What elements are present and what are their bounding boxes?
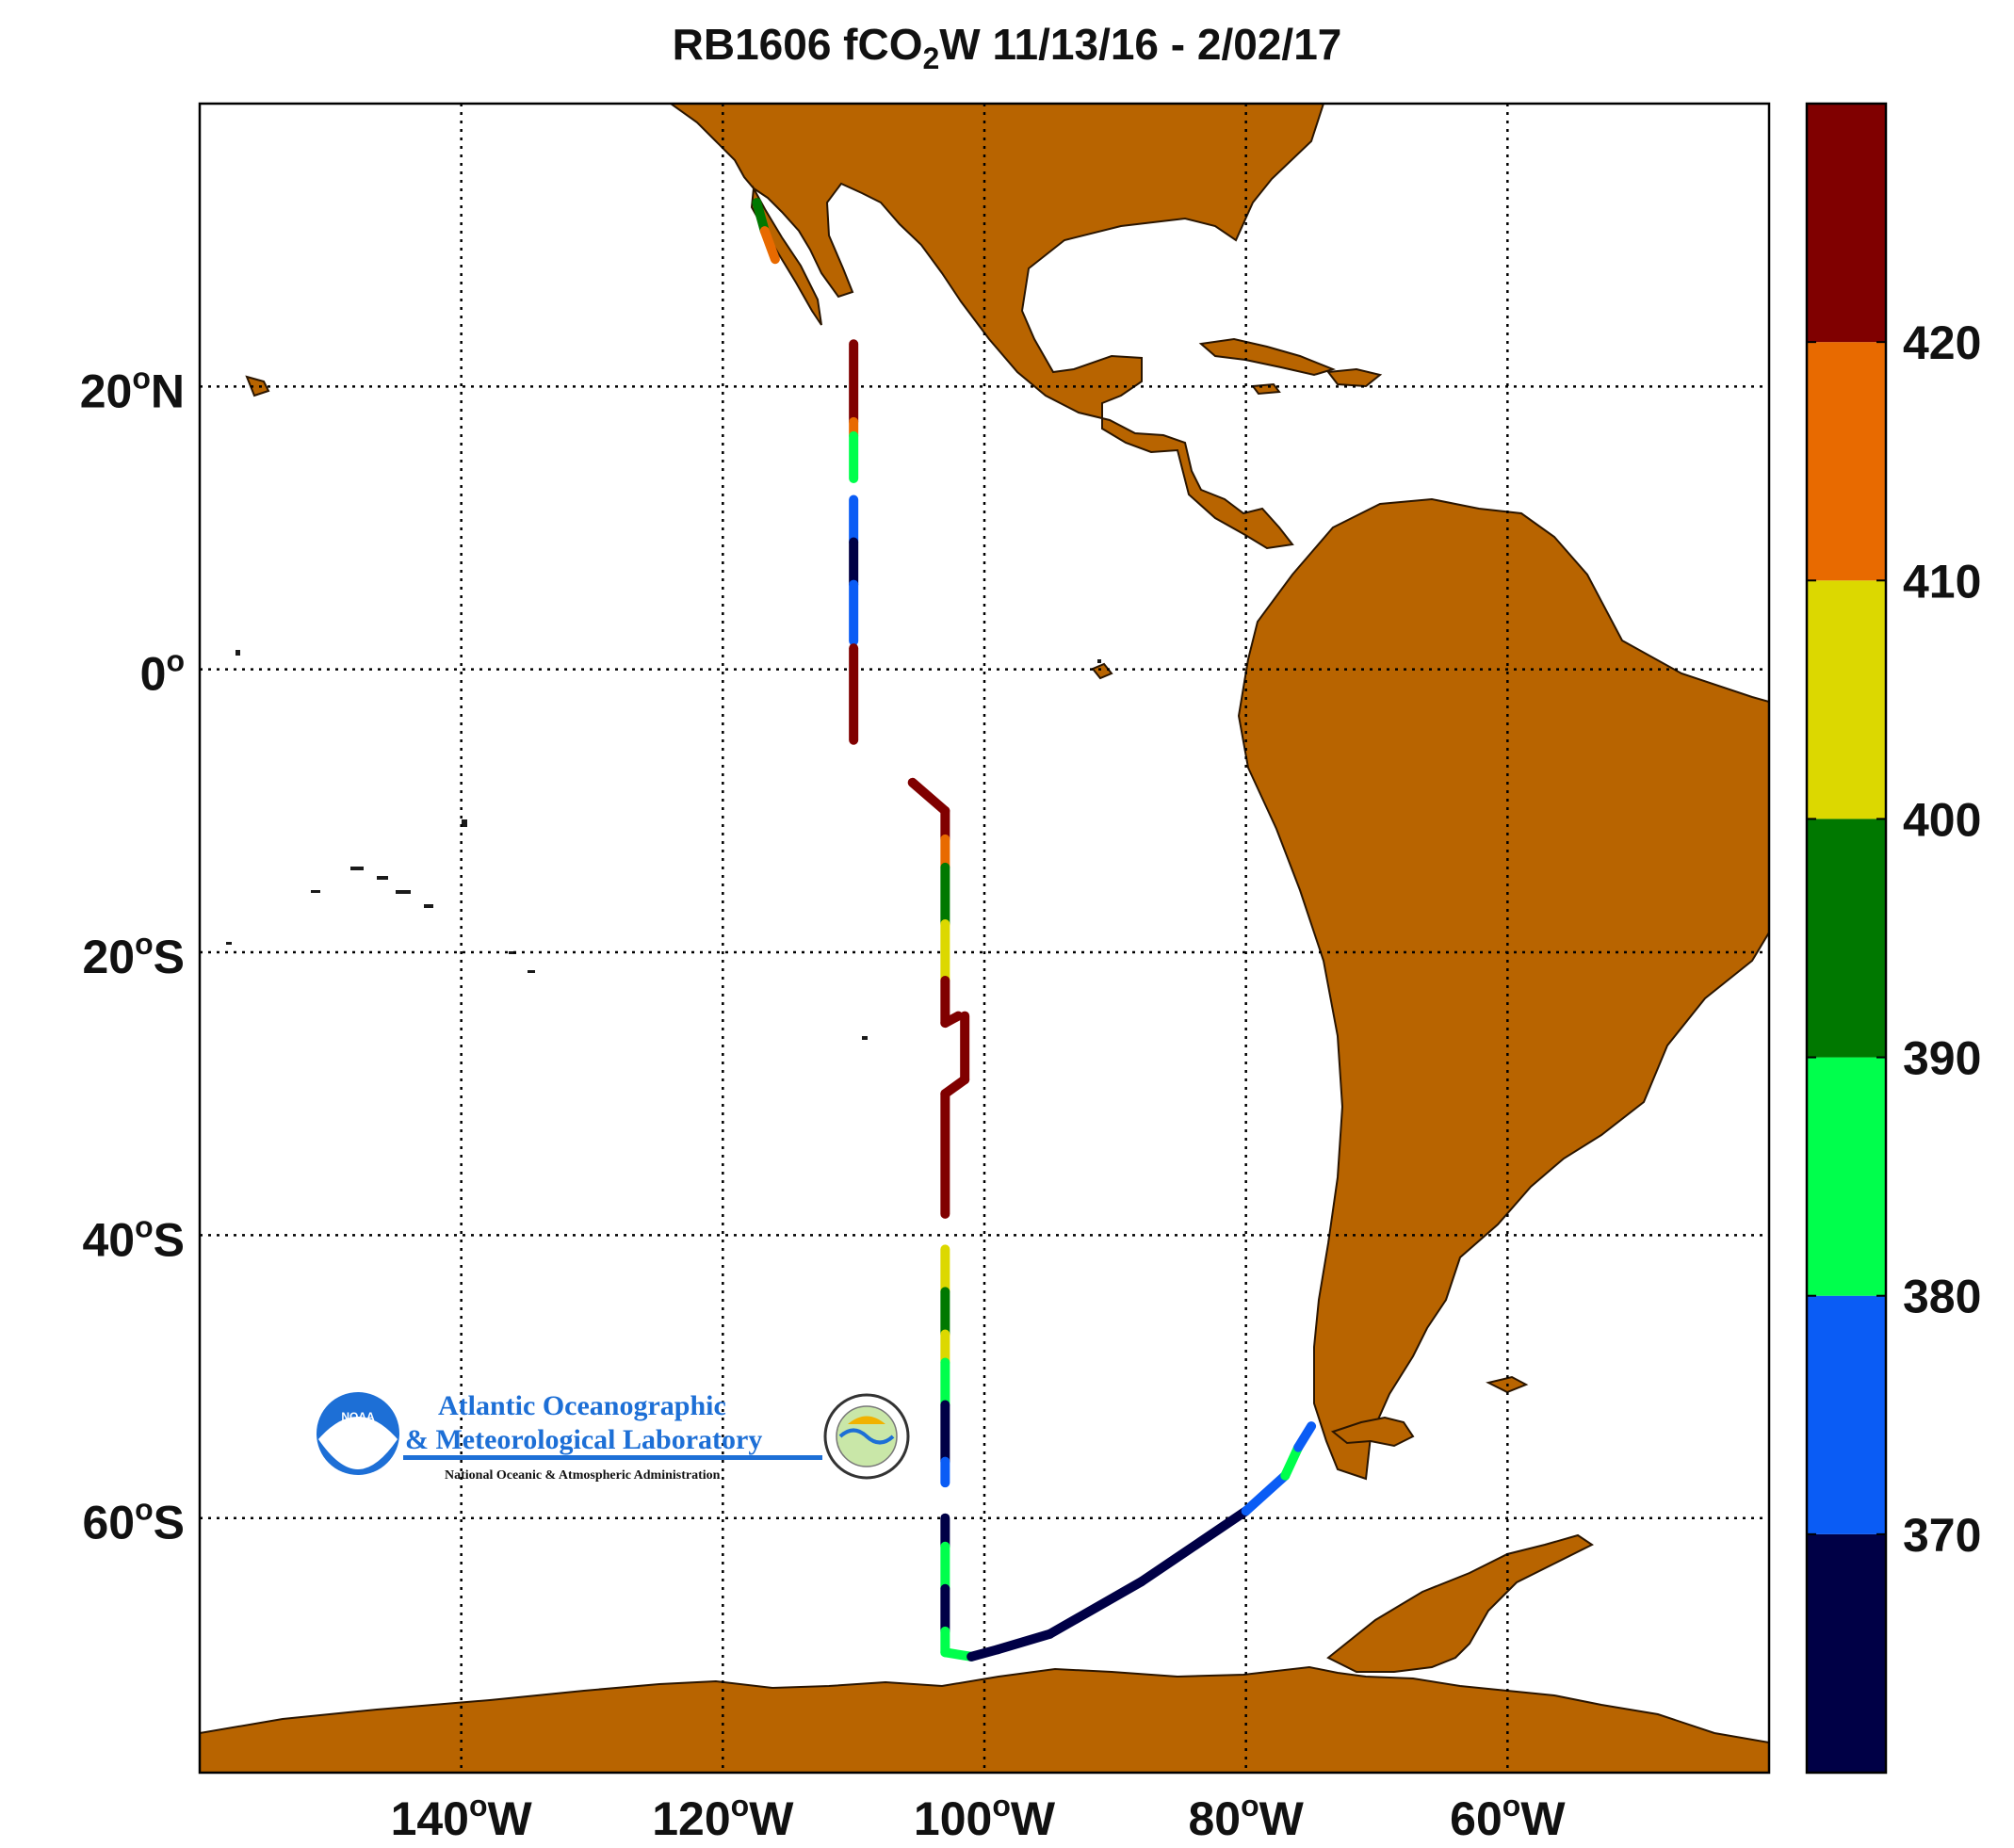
track-segment [940,1011,964,1029]
logo-line-3: National Oceanic & Atmospheric Administr… [445,1468,721,1483]
antarctica [200,1665,1769,1773]
logo-line-2: & Meteorological Laboratory [405,1424,762,1455]
colorbar-frame [1805,102,1888,1775]
south-america [1237,497,1769,1481]
track-segment [759,226,780,265]
antarctic-peninsula [1326,1533,1594,1673]
colorbar-tick-label: 410 [1903,555,1981,608]
noaa-badge-text: NOAA [341,1410,375,1423]
colorbar-bin [1807,342,1886,581]
lon-tick-label: 80oW [1188,1789,1304,1845]
colorbar-bin [1807,819,1886,1058]
colorbar-bin [1807,1533,1886,1773]
island [509,951,516,954]
aoml-seal-sun-icon [848,1416,885,1424]
graticule [200,104,1769,1773]
cuba [1198,337,1337,377]
longitude-tick-labels: 140oW 120oW 100oW 80oW 60oW [391,1789,1567,1845]
lat-tick-label: 20oN [80,361,185,417]
aoml-logo: NOAA Atlantic Oceanographic & Meteorolog… [317,1390,910,1483]
island [862,1036,868,1040]
jamaica [1251,382,1281,396]
hispaniola [1326,367,1383,388]
galapagos-islands [1091,662,1113,680]
lat-tick-label: 60oS [82,1493,185,1549]
pacific-islands [226,650,1101,1040]
land-masses [200,104,1769,1773]
track-segment [752,198,770,236]
logo-underline [403,1455,822,1460]
island [236,650,240,656]
island [424,904,433,908]
colorbar-bin [1807,1295,1886,1534]
colorbar-tick-label: 420 [1903,316,1981,369]
track-segment [1241,1470,1291,1516]
lon-tick-label: 120oW [652,1789,794,1845]
chart-title-prefix: RB1606 fCO [672,20,923,69]
chart-title-subscript: 2 [922,41,940,76]
plot-frame [198,102,1771,1775]
lon-tick-label: 60oW [1450,1789,1566,1845]
aoml-seal-wave-icon [838,1428,895,1445]
island [350,867,364,870]
chart-title-suffix: W 11/13/16 - 2/02/17 [939,20,1342,69]
colorbar-tick-label: 390 [1903,1032,1981,1085]
track-segment [992,1629,1055,1655]
ship-track [752,198,1317,1662]
latitude-tick-labels: 20oN 0o 20oS 40oS 60oS [80,361,185,1548]
track-segment [1136,1506,1251,1587]
track-segment [907,777,950,816]
island [311,890,320,893]
north-central-america [669,104,1325,550]
colorbar-bin [1807,580,1886,819]
lon-tick-label: 100oW [914,1789,1056,1845]
lat-tick-label: 0o [140,644,185,701]
colorbar: 370 380 390 400 410 420 [1805,102,1981,1775]
colorbar-tick-label: 380 [1903,1271,1981,1323]
island [396,890,411,894]
lon-tick-label: 140oW [391,1789,533,1845]
noaa-seagull-icon [318,1417,398,1469]
island [377,876,388,880]
hawaii [245,375,270,397]
lat-tick-label: 40oS [82,1209,185,1266]
island [528,970,535,973]
track-segment [1045,1577,1146,1639]
colorbar-bin [1807,104,1886,343]
island [462,819,467,827]
colorbar-tick-label: 370 [1903,1509,1981,1562]
colorbar-bin [1807,1057,1886,1296]
island [226,942,232,945]
logo-line-1: Atlantic Oceanographic [438,1390,726,1421]
lat-tick-label: 20oS [82,927,185,983]
track-segment [1280,1442,1304,1481]
tierra-del-fuego [1330,1416,1415,1448]
colorbar-tick-label: 400 [1903,793,1981,846]
chart-title: RB1606 fCO2W 11/13/16 - 2/02/17 [0,19,2014,76]
track-segment [1293,1421,1317,1452]
island [1097,659,1101,663]
